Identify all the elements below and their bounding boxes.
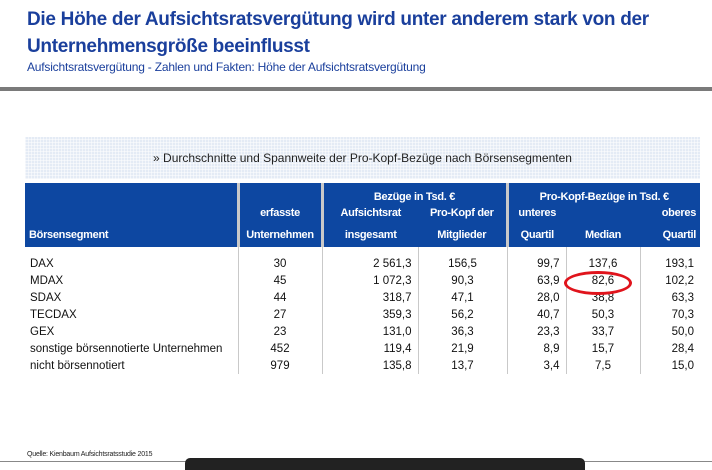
table-row: SDAX 44 318,7 47,1 28,0 38,8 63,3 [25,289,701,306]
table-banner: » Durchschnitte und Spannweite der Pro-K… [25,137,700,179]
cell-ar-total: 359,3 [321,306,418,323]
cell-segment: SDAX [30,291,62,304]
header-divider [0,87,712,91]
cell-upper-quartile: 102,2 [639,272,701,289]
cell-ar-total: 1 072,3 [321,272,418,289]
col-pk-header-2: Mitglieder [418,223,507,247]
cell-ar-total: 135,8 [321,357,418,374]
table-row: sonstige börsennotierte Unternehmen 452 11… [25,340,701,357]
cell-upper-quartile: 193,1 [639,247,701,272]
cell-segment: MDAX [30,274,64,287]
overlay-bar [185,458,585,470]
table-row: TECDAX 27 359,3 56,2 40,7 50,3 70,3 [25,306,701,323]
cell-ar-total: 131,0 [321,323,418,340]
cell-per-capita: 21,9 [417,340,507,357]
cell-per-capita: 56,2 [417,306,507,323]
cell-upper-quartile: 70,3 [639,306,701,323]
cell-median: 137,6 [565,247,640,272]
col-ar-header-2: insgesamt [320,223,418,247]
page-subtitle: Aufsichtsratsvergütung - Zahlen und Fakt… [27,60,426,74]
cell-segment: sonstige börsennotierte Unternehmen [30,342,223,355]
col-segment-header: Börsensegment [25,223,238,247]
cell-upper-quartile: 15,0 [639,357,701,374]
table-row: GEX 23 131,0 36,3 23,3 33,7 50,0 [25,323,701,340]
col-count-header: erfasste [236,203,322,223]
col-lq-header-2: Quartil [505,223,566,247]
cell-lower-quartile: 40,7 [506,306,566,323]
compensation-table: Bezüge in Tsd. € Pro-Kopf-Bezüge in Tsd.… [25,183,701,374]
cell-ar-total: 318,7 [321,289,418,306]
page-title: Die Höhe der Aufsichtsratsvergütung wird… [27,9,649,57]
group-header-prokopf: Pro-Kopf-Bezüge in Tsd. € [505,183,701,203]
cell-lower-quartile: 23,3 [506,323,566,340]
cell-ar-total: 2 561,3 [321,247,418,272]
cell-lower-quartile: 8,9 [506,340,566,357]
cell-segment: nicht börsennotiert [30,359,125,372]
cell-count: 45 [237,272,322,289]
cell-count: 979 [237,357,322,374]
col-ar-header: Aufsichtsrat [320,203,418,223]
cell-segment: GEX [30,325,55,338]
cell-count: 30 [237,247,322,272]
cell-ar-total: 119,4 [321,340,418,357]
col-uq-header-2: Quartil [640,223,701,247]
cell-upper-quartile: 28,4 [639,340,701,357]
cell-per-capita: 90,3 [417,272,507,289]
col-pk-header: Pro-Kopf der [418,203,507,223]
cell-segment: DAX [30,257,54,270]
col-uq-header: oberes [640,203,701,223]
cell-segment: TECDAX [30,308,77,321]
table-row: nicht börsennotiert 979 135,8 13,7 3,4 7,5 15,… [25,357,701,374]
cell-count: 44 [237,289,322,306]
col-count-header-2: Unternehmen [236,223,322,247]
table-row: DAX 30 2 561,3 156,5 99,7 137,6 193,1 [25,247,701,272]
cell-per-capita: 36,3 [417,323,507,340]
cell-per-capita: 156,5 [417,247,507,272]
cell-lower-quartile: 99,7 [506,247,566,272]
cell-per-capita: 47,1 [417,289,507,306]
cell-median: 7,5 [565,357,640,374]
cell-median: 15,7 [565,340,640,357]
cell-lower-quartile: 3,4 [506,357,566,374]
highlight-ellipse [564,271,632,295]
cell-count: 452 [237,340,322,357]
col-median-header: Median [566,223,640,247]
cell-count: 23 [237,323,322,340]
cell-count: 27 [237,306,322,323]
source-note: Quelle: Kienbaum Aufsichtsratsstudie 201… [27,451,153,458]
cell-median: 33,7 [565,323,640,340]
group-header-bezuege: Bezüge in Tsd. € [320,183,507,203]
col-lq-header: unteres [505,203,566,223]
cell-lower-quartile: 63,9 [506,272,566,289]
cell-upper-quartile: 63,3 [639,289,701,306]
cell-lower-quartile: 28,0 [506,289,566,306]
cell-median: 50,3 [565,306,640,323]
cell-per-capita: 13,7 [417,357,507,374]
cell-upper-quartile: 50,0 [639,323,701,340]
